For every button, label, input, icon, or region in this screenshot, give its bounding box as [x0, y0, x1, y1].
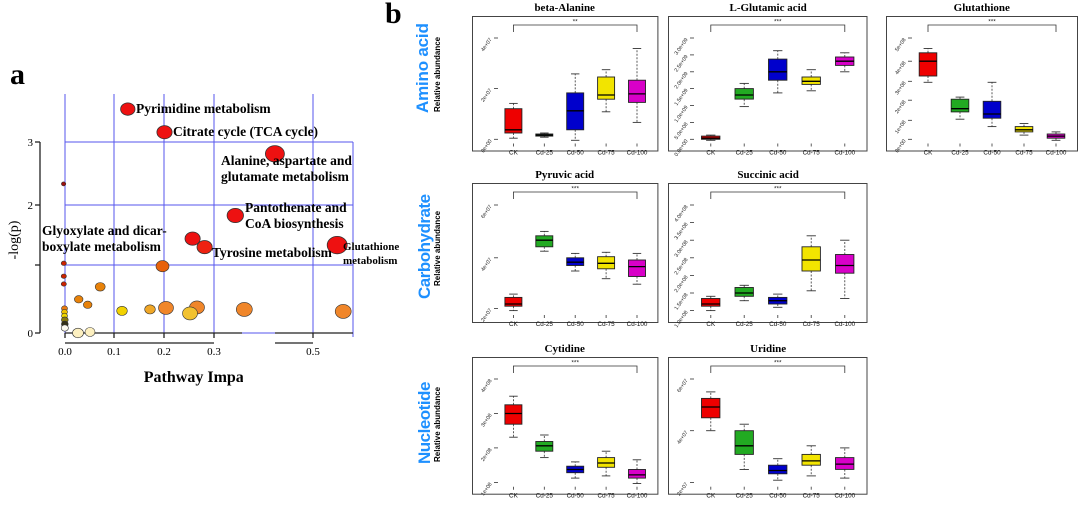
svg-text:Cd-75: Cd-75 [597, 149, 615, 156]
svg-text:Cd-75: Cd-75 [803, 492, 821, 499]
svg-text:2.0e+09: 2.0e+09 [674, 71, 690, 90]
svg-text:2.5e+08: 2.5e+08 [674, 257, 690, 276]
svg-text:0e+00: 0e+00 [894, 138, 907, 154]
svg-text:3e+08: 3e+08 [894, 80, 907, 96]
svg-text:2.5e+09: 2.5e+09 [674, 54, 690, 73]
svg-text:Pathway Impact: Pathway Impact [144, 369, 257, 386]
svg-text:0.5: 0.5 [306, 346, 320, 358]
svg-text:Cd-75: Cd-75 [803, 149, 821, 156]
svg-text:Cd-100: Cd-100 [626, 321, 647, 328]
svg-text:0.1: 0.1 [107, 346, 121, 358]
svg-text:6e+07: 6e+07 [677, 378, 690, 394]
svg-text:1.5e+08: 1.5e+08 [674, 292, 690, 311]
svg-text:4e+07: 4e+07 [480, 37, 493, 53]
svg-text:Cd-50: Cd-50 [770, 321, 788, 328]
svg-text:0.0e+00: 0.0e+00 [674, 138, 690, 157]
svg-text:0: 0 [28, 328, 34, 340]
svg-text:1e+08: 1e+08 [894, 119, 907, 135]
svg-text:Cd-25: Cd-25 [951, 149, 969, 156]
svg-text:boxylate metabolism: boxylate metabolism [42, 239, 162, 254]
svg-text:-log(p): -log(p) [7, 220, 22, 259]
svg-text:0.2: 0.2 [157, 346, 171, 358]
svg-text:Pyrimidine metabolism: Pyrimidine metabolism [136, 101, 271, 116]
svg-text:Cd-25: Cd-25 [535, 492, 553, 499]
svg-text:1.5e+09: 1.5e+09 [674, 87, 690, 106]
svg-text:2e+07: 2e+07 [480, 308, 493, 324]
svg-text:CK: CK [707, 492, 717, 499]
svg-text:Cd-50: Cd-50 [566, 321, 584, 328]
svg-text:Glyoxylate and dicar-: Glyoxylate and dicar- [42, 223, 167, 238]
svg-text:4.0e+08: 4.0e+08 [674, 204, 690, 223]
svg-text:3: 3 [28, 137, 34, 149]
svg-text:Cd-50: Cd-50 [566, 492, 584, 499]
svg-text:Cd-50: Cd-50 [770, 492, 788, 499]
svg-text:Cd-100: Cd-100 [835, 492, 856, 499]
svg-text:Glutathione: Glutathione [343, 241, 399, 253]
svg-text:3.0e+08: 3.0e+08 [674, 240, 690, 259]
svg-text:Cd-25: Cd-25 [736, 492, 754, 499]
svg-text:Cd-25: Cd-25 [535, 321, 553, 328]
svg-text:Cd-100: Cd-100 [1045, 149, 1066, 156]
svg-text:***: *** [774, 186, 782, 193]
svg-text:Cd-75: Cd-75 [597, 492, 615, 499]
svg-text:CK: CK [509, 149, 519, 156]
svg-text:CK: CK [509, 321, 519, 328]
svg-text:0.3: 0.3 [207, 346, 221, 358]
svg-text:2: 2 [28, 200, 34, 212]
svg-text:Cd-75: Cd-75 [1015, 149, 1033, 156]
svg-text:2e+07: 2e+07 [677, 481, 690, 497]
svg-text:2e+07: 2e+07 [480, 87, 493, 103]
svg-text:***: *** [988, 18, 996, 25]
svg-text:5.0e+08: 5.0e+08 [674, 121, 690, 140]
svg-text:***: *** [774, 18, 782, 25]
svg-text:3.0e+09: 3.0e+09 [674, 37, 690, 56]
svg-text:Cd-50: Cd-50 [983, 149, 1001, 156]
svg-text:CK: CK [923, 149, 933, 156]
svg-text:3.5e+08: 3.5e+08 [674, 222, 690, 241]
svg-text:Cd-75: Cd-75 [597, 321, 615, 328]
svg-text:Alanine, aspartate and: Alanine, aspartate and [221, 153, 352, 168]
svg-text:glutamate metabolism: glutamate metabolism [221, 169, 350, 184]
svg-text:0e+00: 0e+00 [480, 138, 493, 154]
svg-text:CoA biosynthesis: CoA biosynthesis [245, 216, 344, 231]
svg-text:4e+08: 4e+08 [894, 60, 907, 76]
svg-text:***: *** [571, 186, 579, 193]
svg-text:Cd-25: Cd-25 [736, 321, 754, 328]
svg-text:2.0e+08: 2.0e+08 [674, 275, 690, 294]
svg-text:4e+07: 4e+07 [677, 430, 690, 446]
svg-text:Cd-100: Cd-100 [835, 321, 856, 328]
svg-text:CK: CK [707, 149, 717, 156]
svg-text:4e+08: 4e+08 [480, 378, 493, 394]
svg-text:CK: CK [509, 492, 519, 499]
svg-text:Cd-100: Cd-100 [626, 492, 647, 499]
svg-text:6e+07: 6e+07 [480, 204, 493, 220]
svg-text:1e+08: 1e+08 [480, 481, 493, 497]
svg-text:Cd-100: Cd-100 [626, 149, 647, 156]
svg-text:Cd-50: Cd-50 [566, 149, 584, 156]
svg-text:Cd-25: Cd-25 [535, 149, 553, 156]
svg-text:4e+07: 4e+07 [480, 257, 493, 273]
svg-text:2e+08: 2e+08 [480, 447, 493, 463]
svg-text:**: ** [572, 18, 578, 25]
svg-text:1.0e+09: 1.0e+09 [674, 104, 690, 123]
svg-text:Cd-25: Cd-25 [736, 149, 754, 156]
svg-text:Cd-75: Cd-75 [803, 321, 821, 328]
svg-text:Cd-100: Cd-100 [835, 149, 856, 156]
svg-text:5e+08: 5e+08 [894, 37, 907, 53]
svg-text:3e+08: 3e+08 [480, 412, 493, 428]
svg-text:***: *** [774, 359, 782, 366]
svg-text:0.0: 0.0 [58, 346, 72, 358]
svg-text:Cd-50: Cd-50 [770, 149, 788, 156]
svg-text:Citrate cycle (TCA cycle): Citrate cycle (TCA cycle) [173, 124, 318, 139]
svg-text:Pantothenate and: Pantothenate and [245, 200, 347, 215]
svg-text:CK: CK [707, 321, 717, 328]
svg-text:Tyrosine metabolism: Tyrosine metabolism [212, 245, 333, 260]
svg-text:***: *** [571, 359, 579, 366]
svg-text:metabolism: metabolism [343, 255, 397, 267]
svg-text:1.0e+08: 1.0e+08 [674, 310, 690, 329]
svg-text:2e+08: 2e+08 [894, 99, 907, 115]
